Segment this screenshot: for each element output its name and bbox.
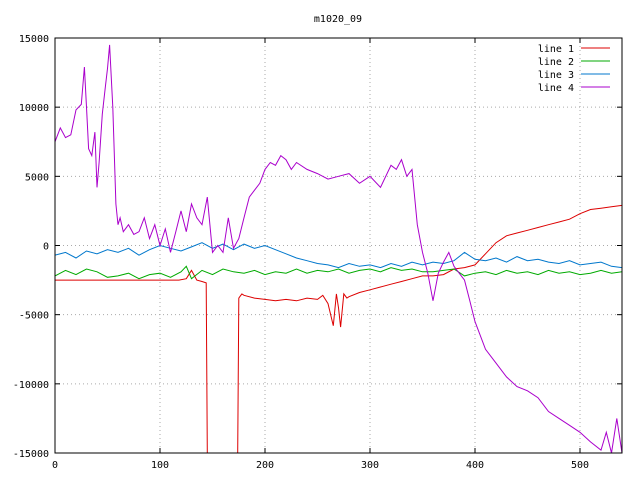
y-tick-label: 10000	[19, 103, 49, 114]
x-tick-label: 0	[52, 460, 58, 471]
axis-ticks: 0 100 200 300 400 500 -15000 -10000 -5000 0 5000 10…	[13, 34, 622, 471]
legend: line 1 line 2 line 3 line 4	[538, 44, 610, 94]
grid-lines	[55, 38, 622, 453]
chart-title: m1020_09	[314, 14, 362, 25]
series-line-1	[55, 204, 622, 453]
legend-label: line 2	[538, 57, 574, 68]
legend-label: line 1	[538, 44, 574, 55]
legend-label: line 4	[538, 83, 574, 94]
x-tick-label: 500	[571, 460, 589, 471]
x-tick-label: 100	[151, 460, 169, 471]
x-tick-label: 300	[361, 460, 379, 471]
legend-label: line 3	[538, 70, 574, 81]
x-tick-label: 200	[256, 460, 274, 471]
y-tick-label: -10000	[13, 380, 49, 391]
y-tick-label: 5000	[25, 172, 49, 183]
series-line-2	[55, 265, 622, 280]
series-line-4	[55, 44, 622, 453]
y-tick-label: -15000	[13, 449, 49, 460]
plot-frame	[54, 37, 623, 454]
y-tick-label: -5000	[19, 311, 49, 322]
x-tick-label: 400	[466, 460, 484, 471]
series-lines	[55, 44, 622, 453]
y-tick-label: 15000	[19, 34, 49, 45]
y-tick-label: 0	[43, 242, 49, 253]
series-line-3	[55, 242, 622, 269]
